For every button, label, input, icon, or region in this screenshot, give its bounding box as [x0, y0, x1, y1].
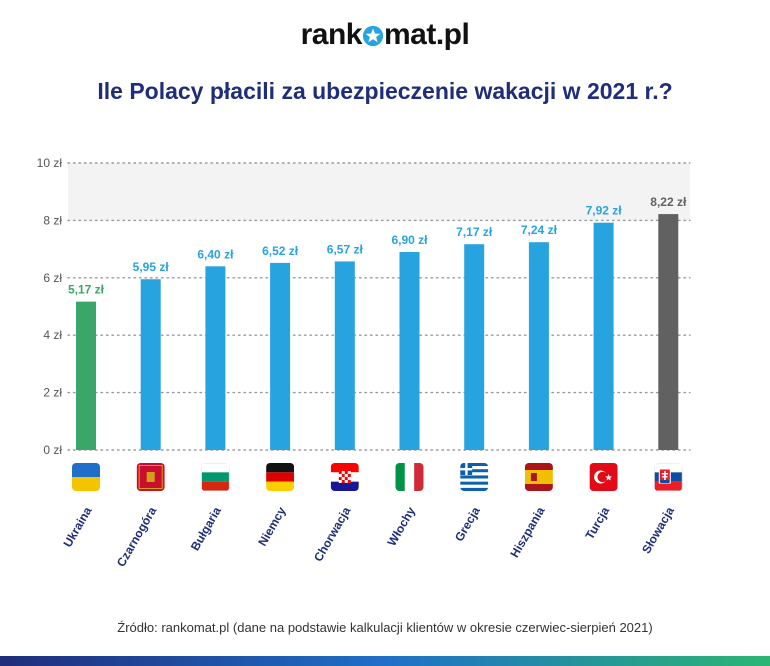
- logo-text-right: mat.pl: [384, 18, 470, 51]
- source-note: Źródło: rankomat.pl (dane na podstawie k…: [117, 620, 653, 635]
- data-label: 6,57 zł: [327, 242, 364, 256]
- plot-background-band: [68, 163, 690, 221]
- data-label: 6,40 zł: [197, 247, 234, 261]
- data-label: 7,92 zł: [586, 204, 623, 218]
- category-label: Turcja: [583, 504, 613, 542]
- turkey-flag: [589, 463, 618, 491]
- y-tick-label: 0 zł: [43, 443, 62, 457]
- italy-flag: [395, 463, 424, 491]
- y-tick-label: 8 zł: [43, 213, 62, 227]
- bar-chart: 0 zł 2 zł 4 zł 6 zł 8 zł 10 zł 5,17 zł Ukraina 5…: [37, 156, 691, 569]
- rankomat-logo: rank mat.pl: [0, 18, 770, 52]
- spain-flag: [524, 463, 553, 491]
- logo-text-left: rank: [300, 18, 363, 51]
- y-tick-label: 10 zł: [37, 156, 63, 170]
- category-label: Słowacja: [639, 504, 677, 556]
- data-label: 7,24 zł: [521, 223, 558, 237]
- data-label: 7,17 zł: [456, 225, 493, 239]
- bar: [334, 261, 355, 450]
- bar: [270, 262, 291, 450]
- germany-flag: [266, 463, 295, 491]
- category-label: Grecja: [452, 504, 483, 544]
- chart-title: Ile Polacy płacili za ubezpieczenie waka…: [97, 78, 673, 104]
- bar: [464, 244, 485, 450]
- category-label: Hiszpania: [507, 504, 547, 560]
- bottom-gradient-bar: [0, 656, 770, 666]
- bar: [205, 266, 226, 450]
- bar: [76, 301, 96, 450]
- bar: [140, 279, 161, 450]
- bar: [658, 214, 679, 450]
- bar: [593, 222, 614, 450]
- bar: [528, 242, 549, 450]
- y-tick-label: 2 zł: [43, 386, 62, 400]
- data-label: 5,17 zł: [68, 283, 105, 297]
- category-label: Włochy: [385, 504, 419, 548]
- category-label: Bułgaria: [188, 504, 224, 553]
- y-tick-label: 6 zł: [43, 271, 62, 285]
- logo-star-icon: [362, 25, 384, 47]
- montenegro-flag: [136, 463, 165, 491]
- data-label: 6,52 zł: [262, 244, 299, 258]
- category-label: Niemcy: [255, 504, 289, 548]
- ukraine-flag: [72, 463, 100, 491]
- data-label: 6,90 zł: [391, 233, 428, 247]
- greece-flag: [460, 463, 489, 491]
- category-label: Ukraina: [60, 504, 94, 549]
- y-tick-label: 4 zł: [43, 328, 62, 342]
- croatia-flag: [330, 463, 359, 491]
- bar: [399, 251, 420, 450]
- category-label: Czarnogóra: [114, 504, 160, 569]
- data-label: 8,22 zł: [650, 195, 687, 209]
- slovakia-flag: [654, 463, 683, 491]
- category-label: Chorwacja: [311, 504, 354, 564]
- data-label: 5,95 zł: [133, 260, 170, 274]
- bulgaria-flag: [201, 463, 230, 491]
